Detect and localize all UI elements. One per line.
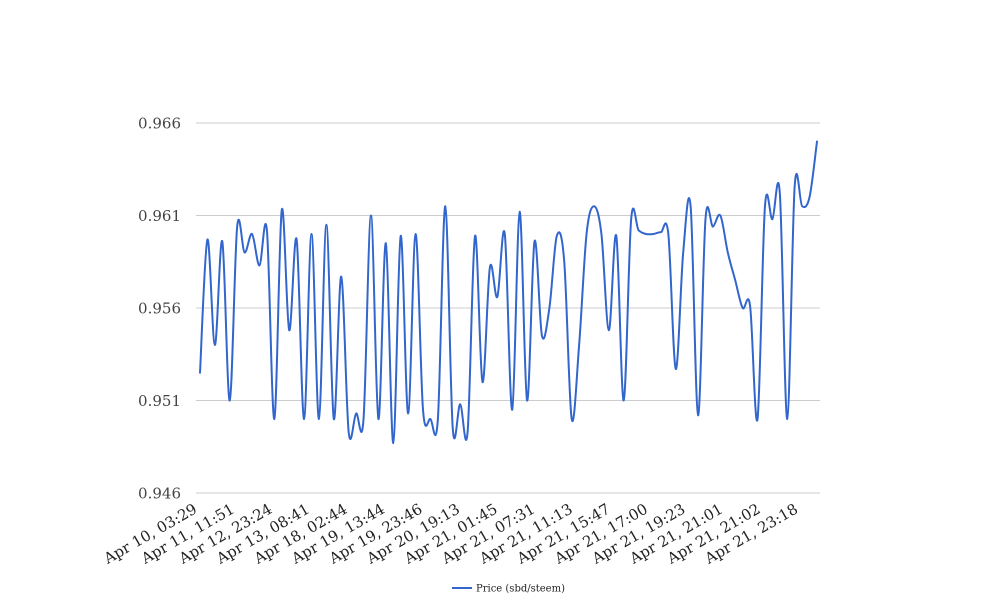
legend: Price (sbd/steem) bbox=[452, 584, 565, 595]
y-tick-label: 0.946 bbox=[138, 485, 181, 503]
y-tick-label: 0.966 bbox=[138, 115, 181, 133]
y-tick-label: 0.961 bbox=[138, 207, 181, 225]
legend-label: Price (sbd/steem) bbox=[476, 584, 565, 595]
y-tick-label: 0.951 bbox=[138, 392, 181, 410]
y-axis-ticks: 0.946 0.951 0.956 0.961 0.966 bbox=[138, 115, 181, 503]
series-line-0 bbox=[199, 140, 818, 445]
y-tick-label: 0.956 bbox=[138, 300, 181, 318]
series-layer bbox=[199, 140, 818, 445]
